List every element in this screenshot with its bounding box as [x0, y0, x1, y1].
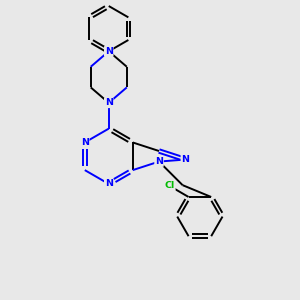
Text: N: N: [105, 47, 113, 56]
Text: Cl: Cl: [165, 182, 175, 190]
Text: N: N: [155, 157, 163, 166]
Text: N: N: [105, 179, 113, 188]
Text: N: N: [105, 98, 113, 107]
Text: N: N: [181, 155, 189, 164]
Text: N: N: [81, 138, 89, 147]
